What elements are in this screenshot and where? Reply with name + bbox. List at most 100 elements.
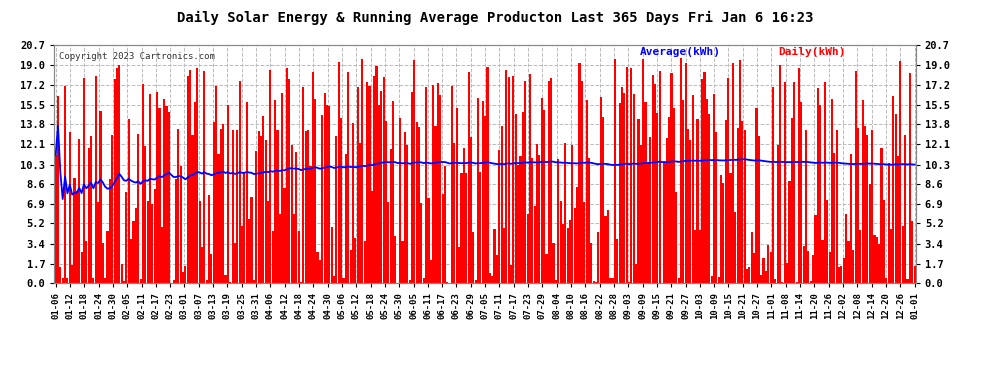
- Bar: [378, 105, 380, 283]
- Bar: [834, 153, 836, 283]
- Bar: [640, 145, 642, 283]
- Bar: [517, 165, 519, 283]
- Bar: [341, 117, 343, 283]
- Bar: [359, 143, 361, 283]
- Bar: [413, 60, 416, 283]
- Bar: [182, 272, 184, 283]
- Bar: [470, 137, 472, 283]
- Bar: [743, 130, 745, 283]
- Bar: [467, 72, 469, 283]
- Bar: [829, 252, 831, 283]
- Bar: [718, 277, 720, 283]
- Bar: [406, 144, 408, 283]
- Bar: [482, 101, 484, 283]
- Bar: [151, 204, 153, 283]
- Bar: [418, 127, 420, 283]
- Bar: [118, 65, 121, 283]
- Bar: [800, 102, 802, 283]
- Bar: [191, 135, 194, 283]
- Bar: [196, 68, 198, 283]
- Bar: [373, 76, 375, 283]
- Bar: [696, 118, 699, 283]
- Bar: [371, 191, 373, 283]
- Bar: [871, 130, 873, 283]
- Bar: [878, 244, 880, 283]
- Bar: [559, 201, 561, 283]
- Bar: [210, 254, 213, 283]
- Bar: [689, 140, 691, 283]
- Bar: [244, 172, 246, 283]
- Bar: [279, 214, 281, 283]
- Bar: [493, 230, 496, 283]
- Bar: [257, 131, 259, 283]
- Bar: [510, 265, 512, 283]
- Bar: [524, 81, 527, 283]
- Bar: [440, 95, 442, 283]
- Bar: [604, 216, 607, 283]
- Bar: [444, 166, 446, 283]
- Bar: [694, 230, 696, 283]
- Bar: [175, 179, 177, 283]
- Bar: [109, 179, 111, 283]
- Bar: [635, 264, 638, 283]
- Bar: [153, 189, 155, 283]
- Bar: [319, 260, 321, 283]
- Bar: [593, 280, 595, 283]
- Bar: [68, 132, 71, 283]
- Bar: [765, 272, 767, 283]
- Bar: [781, 282, 783, 283]
- Bar: [784, 82, 786, 283]
- Bar: [904, 135, 906, 283]
- Bar: [321, 116, 324, 283]
- Bar: [486, 67, 488, 283]
- Bar: [687, 129, 689, 283]
- Bar: [206, 280, 208, 283]
- Bar: [545, 255, 547, 283]
- Bar: [375, 66, 377, 283]
- Bar: [97, 202, 99, 283]
- Bar: [774, 279, 776, 283]
- Bar: [866, 135, 868, 283]
- Bar: [349, 251, 351, 283]
- Bar: [140, 279, 142, 283]
- Bar: [550, 78, 552, 283]
- Bar: [290, 145, 293, 283]
- Bar: [430, 260, 432, 283]
- Bar: [85, 242, 87, 283]
- Bar: [631, 68, 633, 283]
- Bar: [776, 145, 779, 283]
- Bar: [203, 71, 205, 283]
- Bar: [274, 100, 276, 283]
- Bar: [503, 228, 505, 283]
- Bar: [772, 87, 774, 283]
- Bar: [338, 62, 340, 283]
- Text: Copyright 2023 Cartronics.com: Copyright 2023 Cartronics.com: [58, 52, 215, 61]
- Bar: [822, 240, 824, 283]
- Bar: [515, 114, 517, 283]
- Bar: [838, 267, 841, 283]
- Bar: [656, 113, 658, 283]
- Bar: [165, 106, 167, 283]
- Bar: [491, 276, 493, 283]
- Bar: [305, 131, 307, 283]
- Bar: [566, 228, 568, 283]
- Bar: [220, 129, 222, 283]
- Bar: [163, 99, 165, 283]
- Bar: [57, 96, 59, 283]
- Bar: [498, 150, 500, 283]
- Bar: [474, 280, 477, 283]
- Bar: [218, 154, 220, 283]
- Bar: [241, 226, 244, 283]
- Bar: [432, 85, 435, 283]
- Bar: [184, 266, 186, 283]
- Bar: [252, 280, 254, 283]
- Bar: [841, 266, 842, 283]
- Bar: [513, 76, 515, 283]
- Bar: [699, 230, 701, 283]
- Bar: [746, 268, 748, 283]
- Bar: [658, 70, 660, 283]
- Bar: [704, 72, 706, 283]
- Bar: [250, 197, 252, 283]
- Bar: [585, 100, 588, 283]
- Bar: [633, 94, 635, 283]
